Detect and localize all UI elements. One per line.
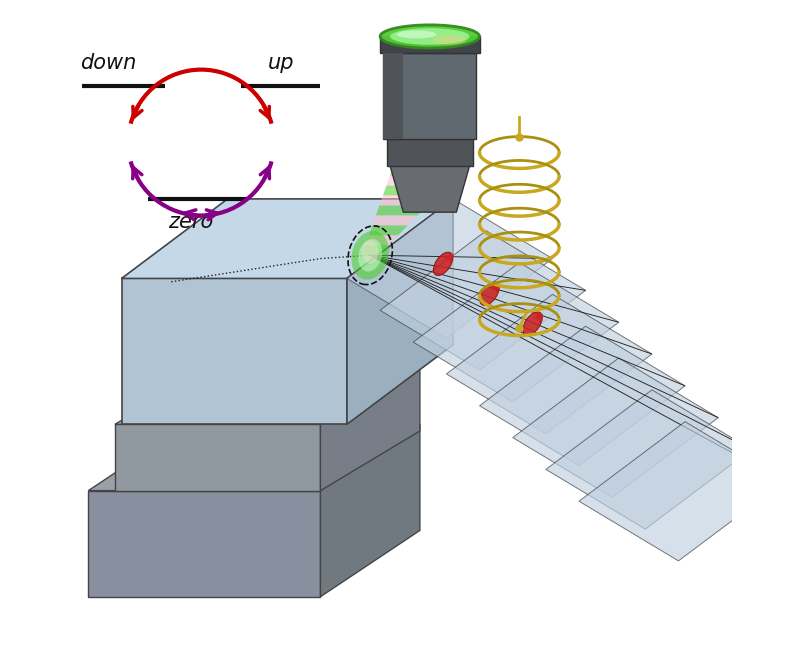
Polygon shape xyxy=(414,263,618,402)
Ellipse shape xyxy=(433,35,466,45)
Polygon shape xyxy=(88,424,420,491)
Text: up: up xyxy=(267,53,294,73)
Polygon shape xyxy=(321,365,420,491)
Polygon shape xyxy=(122,278,347,424)
Polygon shape xyxy=(390,166,466,176)
Polygon shape xyxy=(376,206,427,215)
Polygon shape xyxy=(115,365,420,424)
Polygon shape xyxy=(347,199,553,338)
Ellipse shape xyxy=(480,282,499,306)
Ellipse shape xyxy=(523,312,542,335)
Polygon shape xyxy=(369,225,408,235)
Polygon shape xyxy=(362,245,388,255)
Polygon shape xyxy=(383,53,403,139)
Ellipse shape xyxy=(397,30,437,38)
Ellipse shape xyxy=(380,25,479,48)
Polygon shape xyxy=(390,166,470,212)
Polygon shape xyxy=(122,199,453,278)
Ellipse shape xyxy=(351,231,389,280)
Polygon shape xyxy=(347,199,453,424)
Polygon shape xyxy=(379,196,437,206)
Ellipse shape xyxy=(434,252,453,276)
Polygon shape xyxy=(380,231,586,370)
Polygon shape xyxy=(513,358,718,497)
Polygon shape xyxy=(386,176,457,186)
Polygon shape xyxy=(372,215,418,225)
Text: down: down xyxy=(80,53,137,73)
Ellipse shape xyxy=(358,239,382,272)
Polygon shape xyxy=(546,390,751,529)
Polygon shape xyxy=(366,235,398,245)
Polygon shape xyxy=(115,424,321,491)
Ellipse shape xyxy=(390,29,470,45)
Polygon shape xyxy=(579,422,785,561)
Text: zero: zero xyxy=(169,212,214,232)
Polygon shape xyxy=(446,294,652,434)
Polygon shape xyxy=(386,139,473,166)
Polygon shape xyxy=(383,186,446,196)
Ellipse shape xyxy=(362,241,378,264)
Polygon shape xyxy=(88,491,321,597)
Polygon shape xyxy=(380,36,479,53)
Polygon shape xyxy=(383,53,476,139)
Polygon shape xyxy=(479,326,685,465)
Polygon shape xyxy=(321,424,420,597)
